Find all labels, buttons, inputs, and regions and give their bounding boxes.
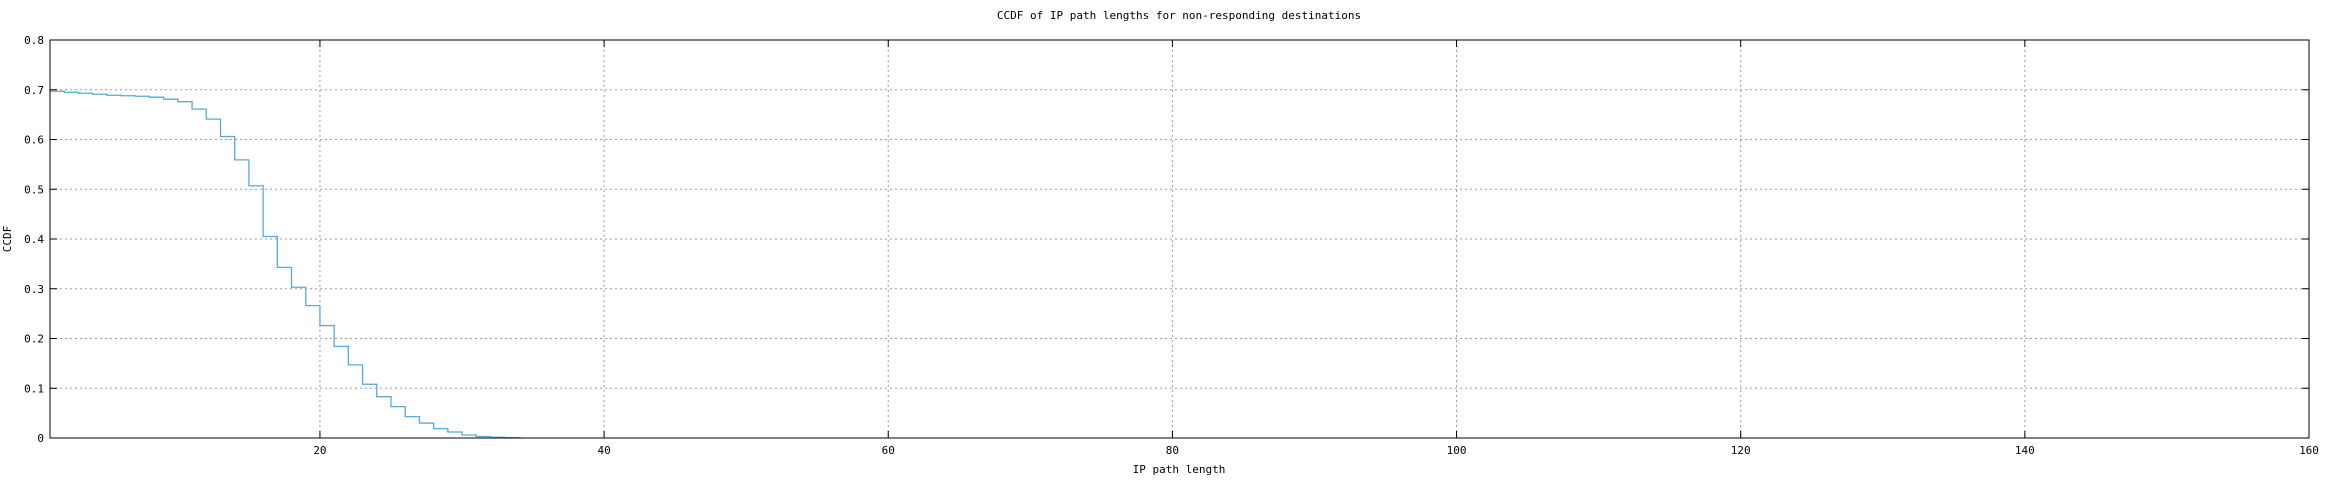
chart-title: CCDF of IP path lengths for non-respondi… xyxy=(997,9,1361,22)
y-tick-label-0.4: 0.4 xyxy=(24,233,44,246)
y-tick-labels: 0 0.1 0.2 0.3 0.4 0.5 0.6 0.7 0.8 xyxy=(24,34,44,445)
y-tick-label-0: 0 xyxy=(37,432,44,445)
x-tick-label-120: 120 xyxy=(1731,444,1751,457)
y-tick-label-0.1: 0.1 xyxy=(24,382,44,395)
y-tick-label-0.3: 0.3 xyxy=(24,283,44,296)
ccdf-curve xyxy=(50,90,522,439)
x-tick-label-160: 160 xyxy=(2299,444,2319,457)
y-axis-label: CCDF xyxy=(1,226,14,253)
y-tick-label-0.7: 0.7 xyxy=(24,84,44,97)
axis-ticks xyxy=(50,39,2310,439)
y-tick-label-0.5: 0.5 xyxy=(24,183,44,196)
x-axis-label: IP path length xyxy=(1133,463,1226,476)
y-tick-label-0.8: 0.8 xyxy=(24,34,44,47)
x-tick-label-40: 40 xyxy=(597,444,610,457)
grid-lines xyxy=(50,40,2309,438)
y-tick-label-0.2: 0.2 xyxy=(24,333,44,346)
x-tick-label-20: 20 xyxy=(313,444,326,457)
x-tick-label-140: 140 xyxy=(2015,444,2035,457)
x-tick-labels: 20 40 60 80 100 120 140 160 xyxy=(313,444,2319,457)
x-tick-label-60: 60 xyxy=(882,444,895,457)
y-tick-label-0.6: 0.6 xyxy=(24,134,44,147)
x-tick-label-100: 100 xyxy=(1447,444,1467,457)
x-tick-label-80: 80 xyxy=(1166,444,1179,457)
